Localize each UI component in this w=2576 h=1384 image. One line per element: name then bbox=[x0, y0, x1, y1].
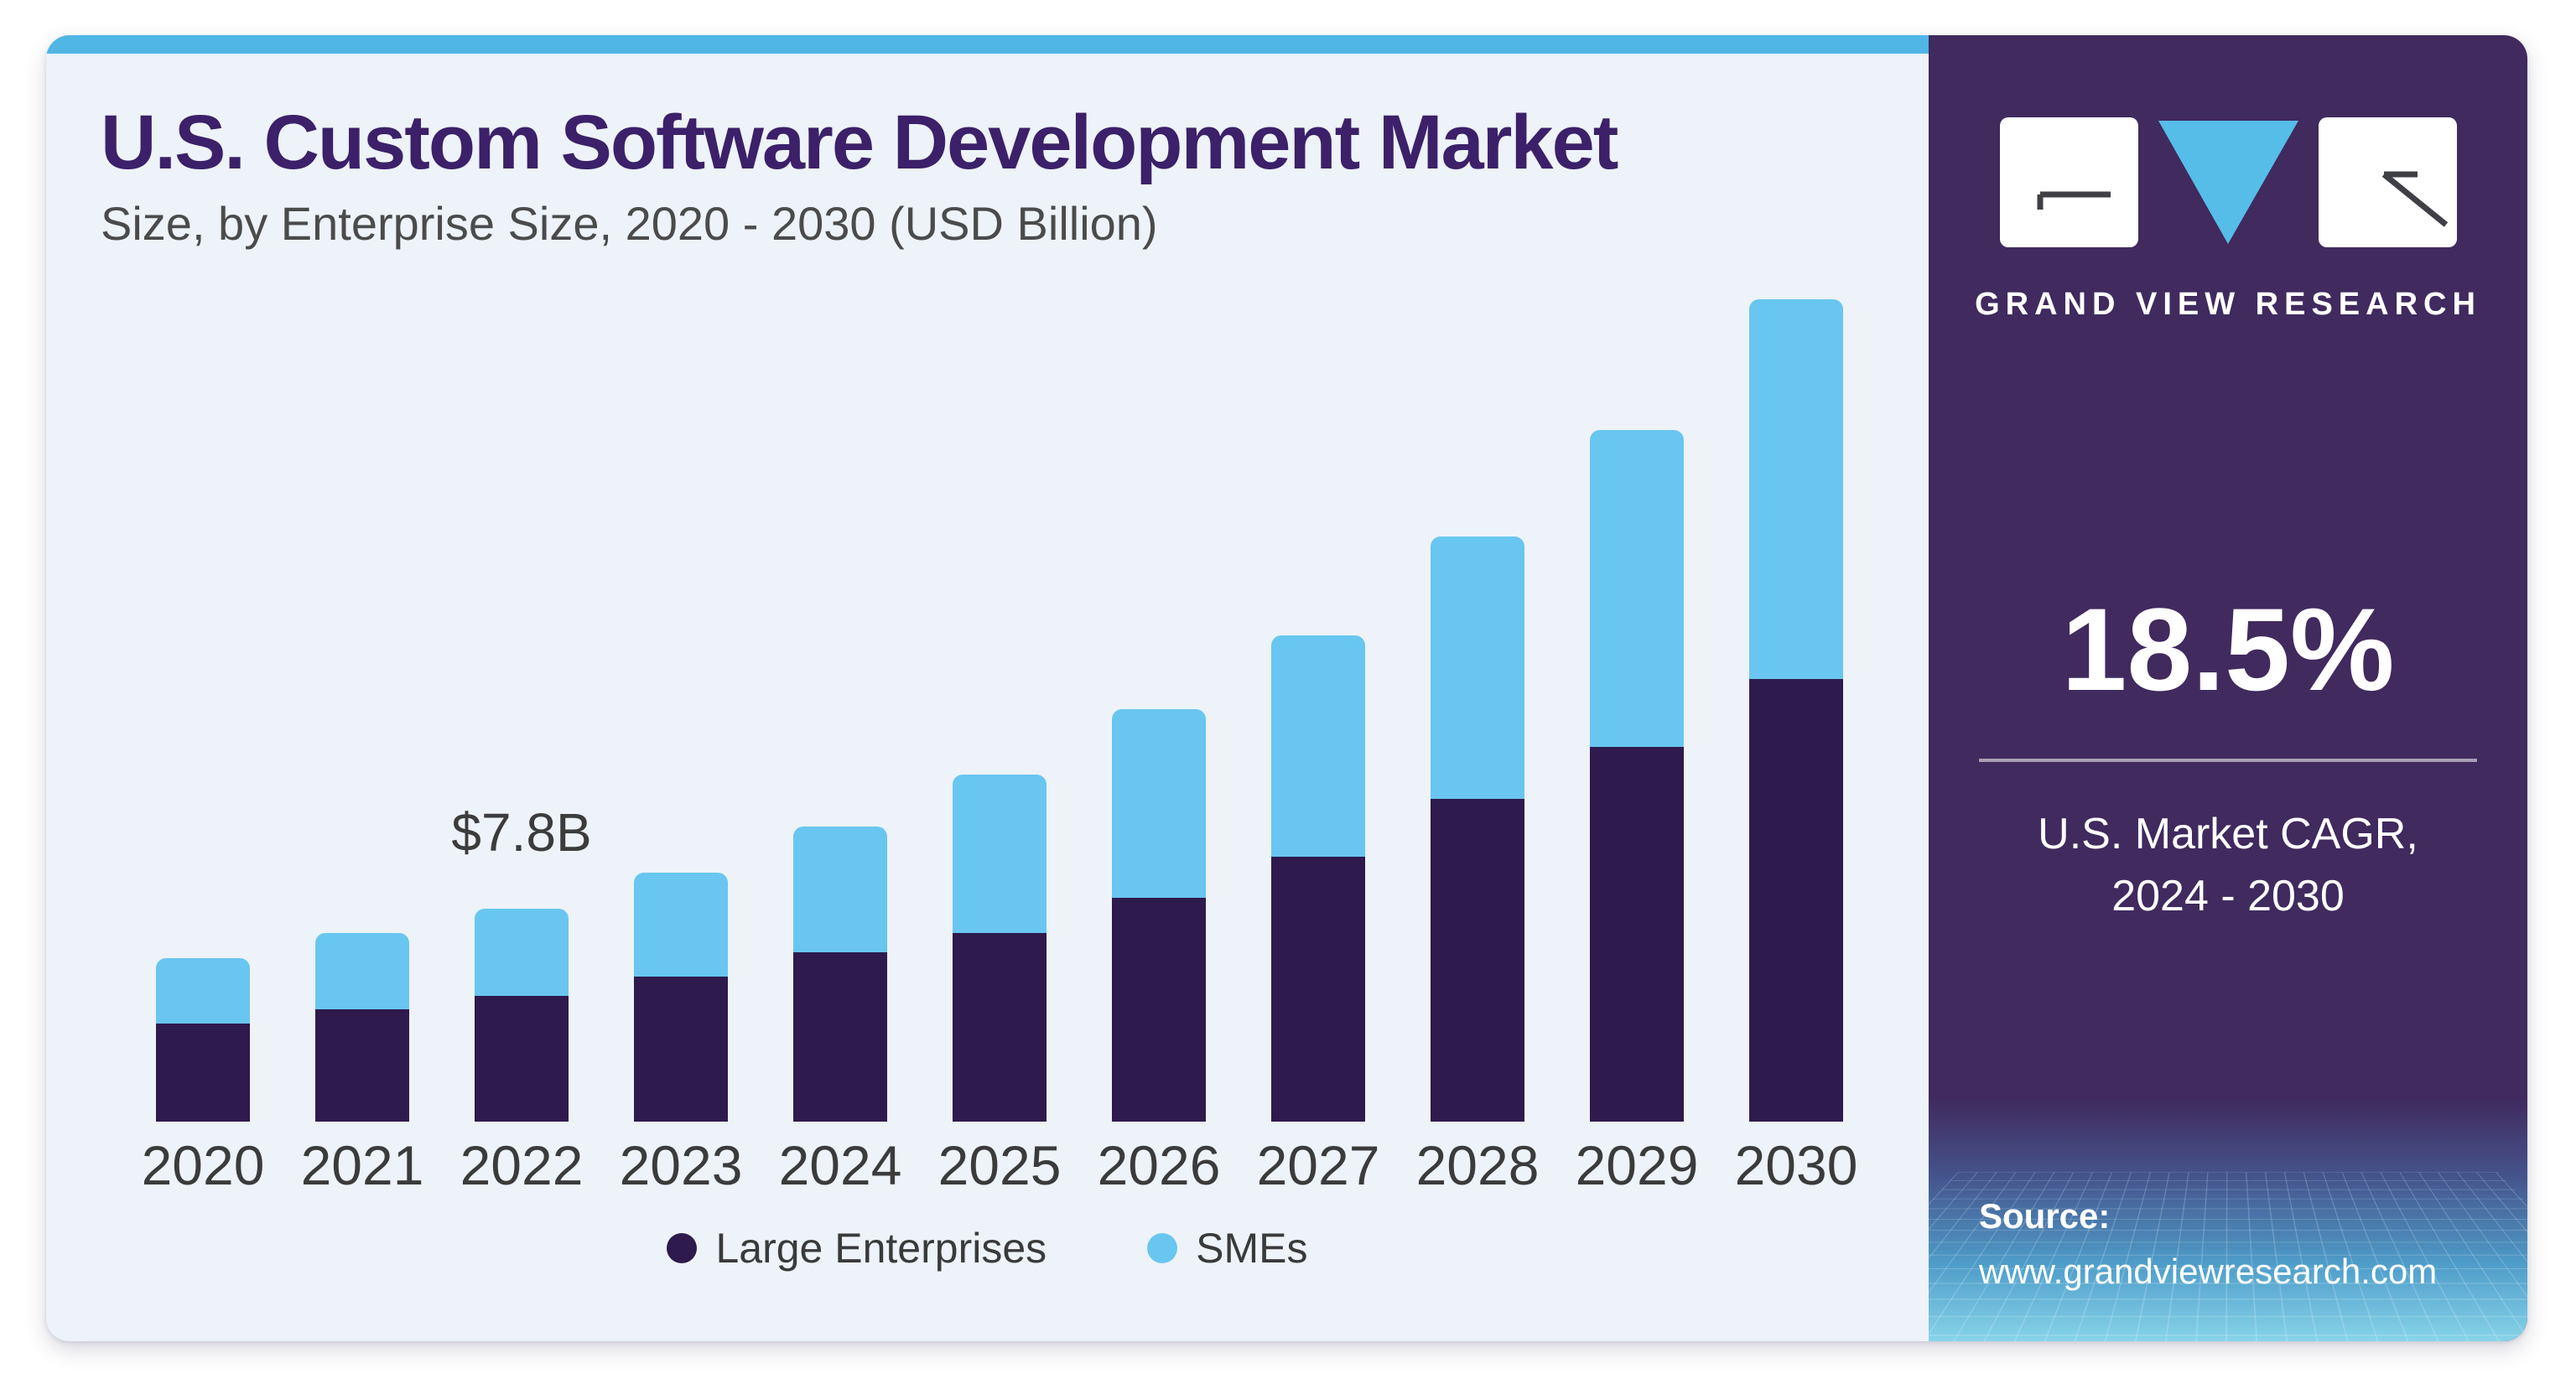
card-top-accent-strip bbox=[46, 35, 1929, 54]
x-axis-label-2027: 2027 bbox=[1256, 1134, 1380, 1196]
x-axis-label-2029: 2029 bbox=[1575, 1134, 1699, 1196]
infographic-card: U.S. Custom Software Development Market … bbox=[46, 35, 2527, 1341]
legend-item-large-enterprises: Large Enterprises bbox=[667, 1224, 1046, 1273]
bar-2029 bbox=[1590, 430, 1684, 1122]
bar-segment-smes-2027 bbox=[1271, 635, 1365, 857]
bar-segment-large-enterprises-2021 bbox=[315, 1009, 409, 1122]
bar-segment-smes-2028 bbox=[1431, 536, 1524, 799]
bar-segment-large-enterprises-2020 bbox=[156, 1024, 250, 1122]
bar-segment-smes-2022 bbox=[475, 909, 569, 996]
legend-label: Large Enterprises bbox=[715, 1225, 1047, 1272]
page-title: U.S. Custom Software Development Market bbox=[101, 100, 1618, 185]
gvr-logo-r-box-icon bbox=[2318, 117, 2457, 247]
cagr-caption: U.S. Market CAGR, 2024 - 2030 bbox=[1929, 803, 2527, 927]
bar-2022 bbox=[475, 909, 569, 1122]
bar-segment-large-enterprises-2022 bbox=[475, 996, 569, 1122]
source-url: www.grandviewresearch.com bbox=[1979, 1252, 2438, 1291]
bar-segment-smes-2020 bbox=[156, 958, 250, 1024]
bar-segment-large-enterprises-2026 bbox=[1112, 898, 1206, 1122]
x-axis-label-2023: 2023 bbox=[619, 1134, 743, 1196]
legend-dot-icon bbox=[1147, 1233, 1178, 1263]
x-axis-label-2025: 2025 bbox=[937, 1134, 1062, 1196]
bar-2030 bbox=[1749, 299, 1843, 1122]
page-subtitle: Size, by Enterprise Size, 2020 - 2030 (U… bbox=[101, 197, 1158, 250]
source-label: Source: bbox=[1979, 1196, 2111, 1236]
x-axis-label-2026: 2026 bbox=[1097, 1134, 1221, 1196]
mesh-gradient-footer bbox=[1929, 1098, 2527, 1341]
bar-2025 bbox=[953, 775, 1046, 1122]
bar-2024 bbox=[793, 827, 887, 1122]
cagr-value: 18.5% bbox=[2061, 583, 2395, 715]
bar-segment-large-enterprises-2029 bbox=[1590, 747, 1684, 1122]
brand-sidebar: GRAND VIEW RESEARCH 18.5% U.S. Market CA… bbox=[1929, 35, 2527, 1341]
bar-2021 bbox=[315, 933, 409, 1122]
legend-dot-icon bbox=[667, 1233, 698, 1263]
bar-segment-smes-2023 bbox=[634, 873, 728, 977]
legend-item-smes: SMEs bbox=[1147, 1224, 1308, 1273]
brand-name: GRAND VIEW RESEARCH bbox=[1975, 287, 2481, 322]
bar-segment-smes-2024 bbox=[793, 827, 887, 952]
chart-panel: U.S. Custom Software Development Market … bbox=[46, 35, 1929, 1341]
value-annotation: $7.8B bbox=[451, 802, 592, 863]
x-axis-label-2020: 2020 bbox=[141, 1134, 265, 1196]
x-axis-label-2021: 2021 bbox=[300, 1134, 424, 1196]
bar-segment-large-enterprises-2027 bbox=[1271, 857, 1365, 1122]
bar-2028 bbox=[1431, 536, 1524, 1122]
bar-segment-large-enterprises-2024 bbox=[793, 952, 887, 1122]
bar-2023 bbox=[634, 873, 728, 1122]
bar-segment-smes-2029 bbox=[1590, 430, 1684, 747]
x-axis-label-2028: 2028 bbox=[1415, 1134, 1540, 1196]
x-axis-label-2024: 2024 bbox=[778, 1134, 902, 1196]
cagr-caption-line2: 2024 - 2030 bbox=[2111, 872, 2345, 920]
source-block: Source: www.grandviewresearch.com bbox=[1979, 1196, 2437, 1292]
gvr-logo-g-glyph bbox=[2037, 191, 2111, 210]
bar-segment-large-enterprises-2023 bbox=[634, 977, 728, 1122]
bar-segment-smes-2030 bbox=[1749, 299, 1843, 679]
gvr-logo-g-box-icon bbox=[1999, 117, 2138, 247]
x-axis-label-2030: 2030 bbox=[1734, 1134, 1858, 1196]
legend-label: SMEs bbox=[1196, 1225, 1308, 1272]
bar-segment-large-enterprises-2028 bbox=[1431, 799, 1524, 1122]
bar-2020 bbox=[156, 958, 250, 1122]
cagr-caption-line1: U.S. Market CAGR, bbox=[2038, 810, 2418, 858]
bar-2026 bbox=[1112, 709, 1206, 1122]
gvr-logo-r-glyph bbox=[2381, 171, 2448, 227]
bar-2027 bbox=[1271, 635, 1365, 1122]
bar-segment-large-enterprises-2025 bbox=[953, 933, 1046, 1122]
chart-legend: Large Enterprises SMEs bbox=[46, 1224, 1929, 1273]
bar-segment-large-enterprises-2030 bbox=[1749, 679, 1843, 1122]
gvr-logo-triangle-icon bbox=[2158, 121, 2298, 244]
bar-segment-smes-2026 bbox=[1112, 709, 1206, 898]
cagr-divider bbox=[1979, 759, 2477, 762]
x-axis-label-2022: 2022 bbox=[460, 1134, 584, 1196]
bar-segment-smes-2025 bbox=[953, 775, 1046, 933]
bar-segment-smes-2021 bbox=[315, 933, 409, 1009]
gvr-logo bbox=[1929, 117, 2527, 247]
